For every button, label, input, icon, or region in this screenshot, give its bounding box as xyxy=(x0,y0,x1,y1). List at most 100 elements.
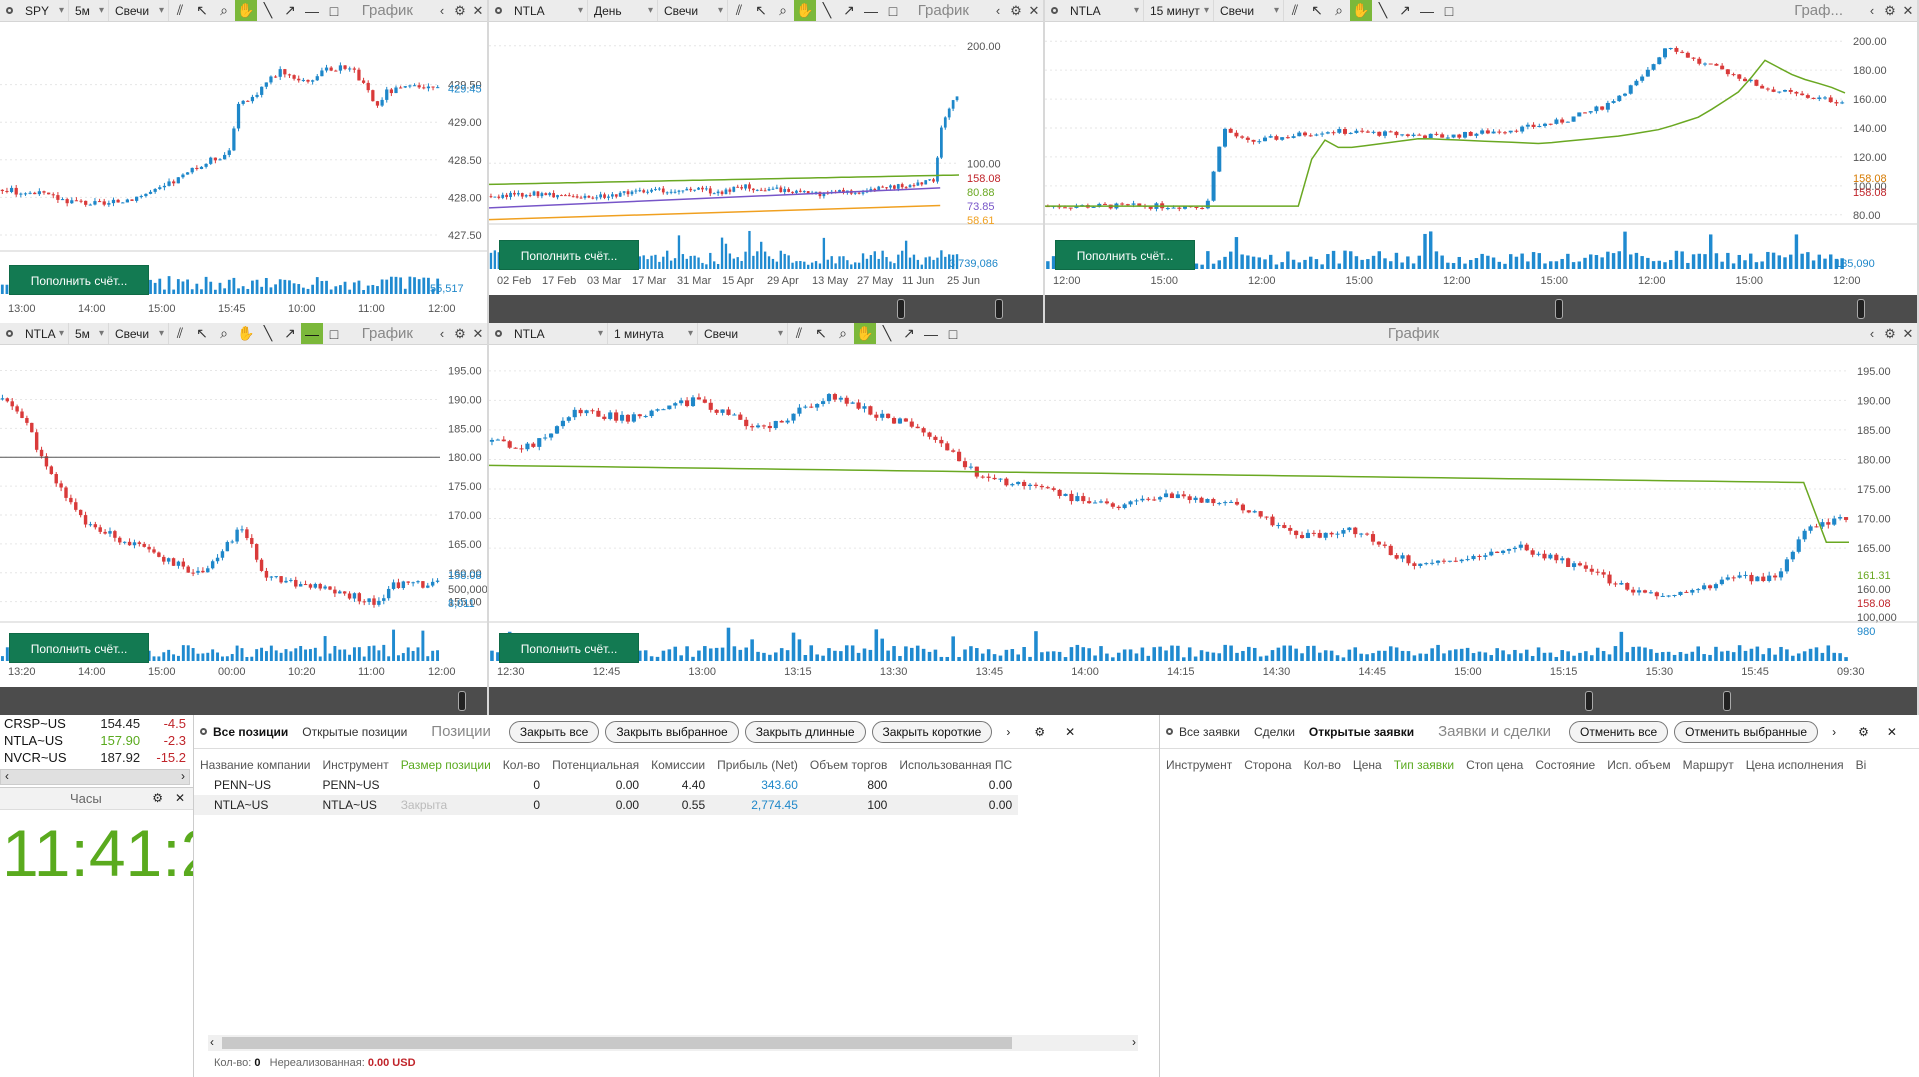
watchlist-row[interactable]: NTLA~US 157.90 -2.3 xyxy=(0,732,190,749)
column-header[interactable]: Использованная ПС xyxy=(899,758,1013,772)
hand-icon[interactable]: ✋ xyxy=(794,0,816,21)
price-chart[interactable]: 200.00 180.00 160.00 140.00 120.00 100.00 80.0… xyxy=(1045,22,1917,295)
interval-selector[interactable]: 5м xyxy=(69,323,109,344)
close-icon[interactable]: ✕ xyxy=(472,2,484,18)
navigator-handle-left[interactable] xyxy=(458,691,466,711)
watchlist-row[interactable]: NVCR~US 187.92 -15.2 xyxy=(0,749,190,766)
zoom-icon[interactable]: ⌕ xyxy=(220,2,228,18)
gear-icon[interactable]: ⚙ xyxy=(1884,325,1896,341)
hand-icon[interactable]: ✋ xyxy=(235,0,257,21)
interval-selector[interactable]: 1 минута xyxy=(608,323,698,344)
pointer-icon[interactable]: ↖ xyxy=(196,2,208,18)
column-header[interactable]: Прибыль (Net) xyxy=(717,758,798,772)
indicators-icon[interactable]: ⫽ xyxy=(795,325,803,341)
close-selected-button[interactable]: Закрыть выбранное xyxy=(605,720,739,743)
navigator-handle-right[interactable] xyxy=(1723,691,1731,711)
collapse-icon[interactable]: ‹ xyxy=(1869,3,1875,18)
zoom-icon[interactable]: ⌕ xyxy=(779,2,787,18)
link-dot-icon[interactable] xyxy=(1051,7,1058,14)
close-icon[interactable]: ✕ xyxy=(1902,325,1914,341)
column-header[interactable]: Размер позиции xyxy=(400,758,491,772)
scroll-left-icon[interactable]: ‹ xyxy=(5,769,9,783)
arrow-tool-icon[interactable]: ↗ xyxy=(284,325,296,341)
close-icon[interactable]: ✕ xyxy=(1902,2,1914,18)
chart-type-selector[interactable]: Свечи xyxy=(1214,0,1284,21)
collapse-icon[interactable]: ‹ xyxy=(1869,326,1875,341)
column-header[interactable]: Цена исполнения xyxy=(1745,758,1844,772)
rect-tool-icon[interactable]: □ xyxy=(329,2,339,19)
line-tool-icon[interactable]: ╲ xyxy=(882,325,892,341)
positions-scrollbar[interactable]: ‹ › xyxy=(208,1035,1138,1051)
interval-selector[interactable]: 5м xyxy=(69,0,109,21)
watchlist-scrollbar[interactable]: ‹ › xyxy=(0,769,190,785)
tab-open-orders[interactable]: Открытые заявки xyxy=(1308,724,1415,739)
interval-selector[interactable]: 15 минут xyxy=(1144,0,1214,21)
column-header[interactable]: Цена xyxy=(1352,758,1382,772)
hline-tool-icon[interactable]: — xyxy=(1420,2,1434,19)
tab-all-positions[interactable]: Все позиции xyxy=(213,724,289,739)
chart-type-selector[interactable]: Свечи xyxy=(109,323,169,344)
chart-panel-ntla-5m[interactable]: NTLA 5м Свечи ⫽ ↖ ⌕ ✋ ╲ ↗ — □ График ‹ ⚙… xyxy=(0,323,489,715)
symbol-selector[interactable]: NTLA xyxy=(1064,0,1144,21)
arrow-tool-icon[interactable]: ↗ xyxy=(1399,2,1411,18)
collapse-icon[interactable]: ‹ xyxy=(439,3,445,18)
close-icon[interactable]: ✕ xyxy=(1028,2,1040,18)
time-navigator[interactable] xyxy=(489,295,1043,323)
deposit-button[interactable]: Пополнить счёт... xyxy=(9,265,149,295)
price-chart[interactable]: 195.00 190.00 185.00 180.00 175.00 170.00 165.… xyxy=(0,345,487,687)
link-dot-icon[interactable] xyxy=(6,330,13,337)
tab-open-positions[interactable]: Открытые позиции xyxy=(302,724,408,739)
table-row[interactable]: PENN~US PENN~US 0 0.00 4.40 343.60 800 0.00 xyxy=(194,775,1018,795)
close-icon[interactable]: ✕ xyxy=(472,325,484,341)
indicators-icon[interactable]: ⫽ xyxy=(1291,2,1299,18)
link-dot-icon[interactable] xyxy=(6,7,13,14)
hand-icon[interactable]: ✋ xyxy=(1350,0,1372,21)
collapse-icon[interactable]: › xyxy=(1006,724,1011,739)
close-icon[interactable]: ✕ xyxy=(1065,724,1076,739)
line-tool-icon[interactable]: ╲ xyxy=(263,2,273,18)
time-navigator[interactable] xyxy=(489,687,1917,715)
symbol-selector[interactable]: NTLA xyxy=(19,323,69,344)
line-tool-icon[interactable]: ╲ xyxy=(263,325,273,341)
interval-selector[interactable]: День xyxy=(588,0,658,21)
deposit-button[interactable]: Пополнить счёт... xyxy=(9,633,149,663)
gear-icon[interactable]: ⚙ xyxy=(1010,2,1022,18)
zoom-icon[interactable]: ⌕ xyxy=(839,325,847,341)
tab-all-orders[interactable]: Все заявки xyxy=(1179,724,1241,739)
price-chart[interactable]: 195.00 190.00 185.00 180.00 175.00 170.00 165.… xyxy=(489,345,1917,687)
collapse-icon[interactable]: ‹ xyxy=(439,326,445,341)
column-header[interactable]: Объем торгов xyxy=(809,758,888,772)
link-dot-icon[interactable] xyxy=(495,330,502,337)
close-long-button[interactable]: Закрыть длинные xyxy=(744,720,866,743)
column-header[interactable]: Кол-во xyxy=(502,758,541,772)
scroll-right-icon[interactable]: › xyxy=(1132,1035,1136,1049)
column-header[interactable]: Название компании xyxy=(200,758,311,772)
link-dot-icon[interactable] xyxy=(1166,728,1173,735)
link-dot-icon[interactable] xyxy=(200,728,207,735)
symbol-selector[interactable]: SPY xyxy=(19,0,69,21)
rect-tool-icon[interactable]: □ xyxy=(1444,2,1454,19)
scroll-thumb[interactable] xyxy=(222,1037,1012,1049)
deposit-button[interactable]: Пополнить счёт... xyxy=(1055,240,1195,270)
gear-icon[interactable]: ⚙ xyxy=(454,2,466,18)
table-row[interactable]: NTLA~US NTLA~US Закрыта 0 0.00 0.55 2,774.45 10… xyxy=(194,795,1019,815)
close-icon[interactable]: ✕ xyxy=(1886,724,1897,739)
close-icon[interactable]: ✕ xyxy=(174,791,185,805)
price-chart[interactable]: 429.50 429.00 428.50 428.00 427.50 429.45 55,5… xyxy=(0,22,487,323)
column-header[interactable]: Тип заявки xyxy=(1393,758,1455,772)
arrow-tool-icon[interactable]: ↗ xyxy=(284,2,296,18)
hline-tool-icon[interactable]: — xyxy=(305,2,319,19)
indicators-icon[interactable]: ⫽ xyxy=(176,2,184,18)
close-all-button[interactable]: Закрыть все xyxy=(508,720,600,743)
cancel-all-button[interactable]: Отменить все xyxy=(1569,720,1669,743)
navigator-handle-right[interactable] xyxy=(995,299,1003,319)
hand-icon[interactable]: ✋ xyxy=(237,325,255,341)
time-navigator[interactable] xyxy=(0,687,487,715)
indicators-icon[interactable]: ⫽ xyxy=(735,2,743,18)
collapse-icon[interactable]: › xyxy=(1832,724,1837,739)
chart-panel-ntla-1m[interactable]: NTLA 1 минута Свечи ⫽ ↖ ⌕ ✋ ╲ ↗ — □ Граф… xyxy=(489,323,1919,715)
column-header[interactable]: Комиссии xyxy=(651,758,706,772)
chart-panel-spy-5m[interactable]: SPY 5м Свечи ⫽ ↖ ⌕ ✋ ╲ ↗ — □ График ‹ ⚙ … xyxy=(0,0,489,323)
column-header[interactable]: Сторона xyxy=(1244,758,1292,772)
rect-tool-icon[interactable]: □ xyxy=(948,325,958,342)
